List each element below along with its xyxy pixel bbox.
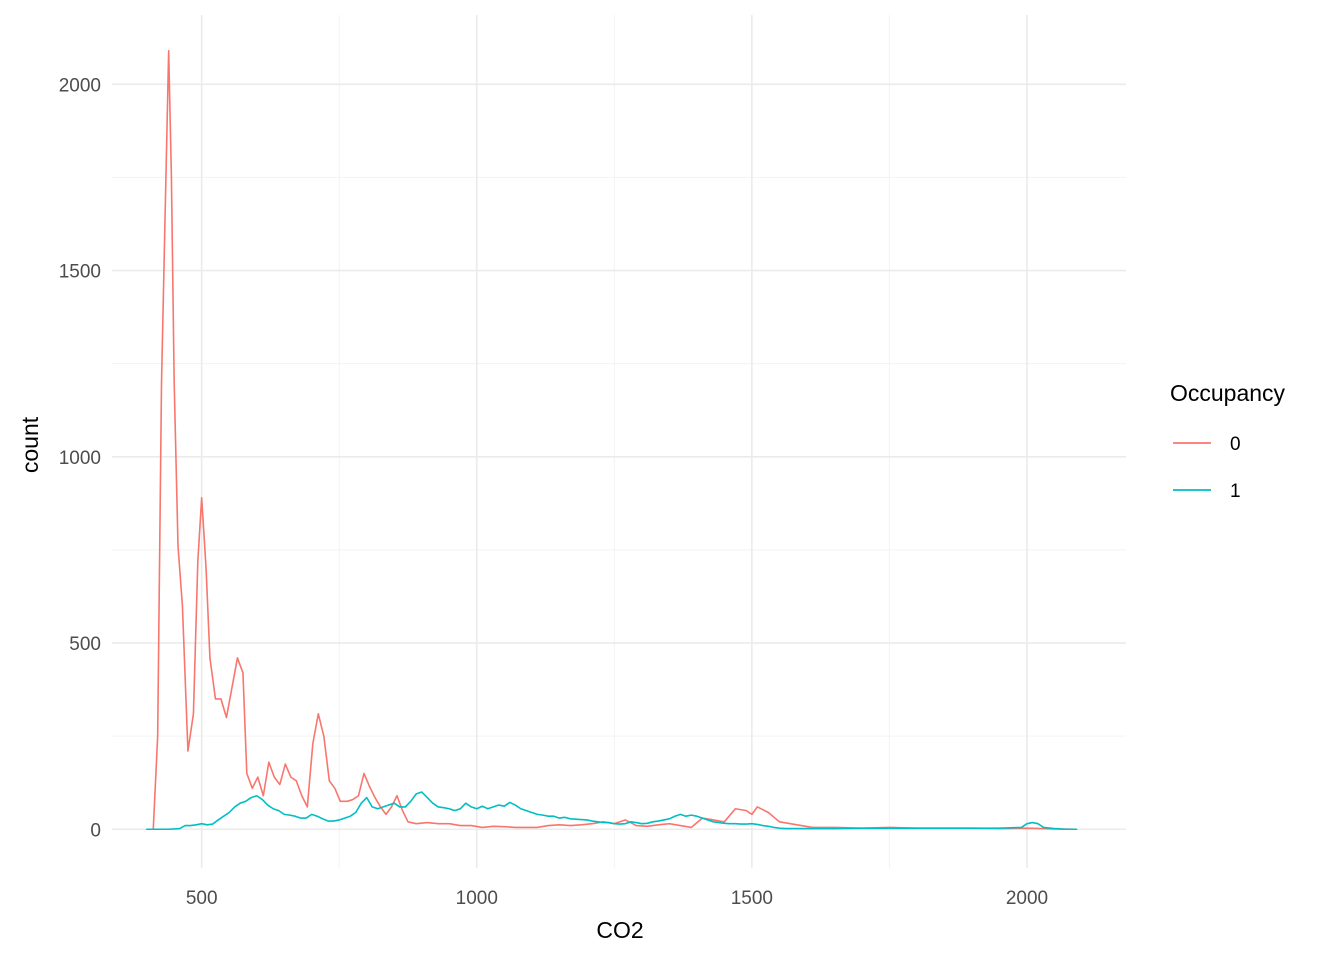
y-axis-title: count	[17, 416, 43, 473]
legend-label-0: 0	[1230, 434, 1241, 455]
series-line-0	[152, 49, 1078, 831]
legend-item-1: 1	[1173, 481, 1241, 502]
grid-layer	[112, 15, 1126, 868]
y-tick-label: 500	[69, 634, 101, 655]
x-tick-label: 500	[186, 888, 218, 909]
legend: Occupancy 01	[1170, 380, 1286, 502]
y-tick-label: 1500	[59, 262, 101, 283]
legend-title: Occupancy	[1170, 380, 1286, 406]
y-tick-label: 1000	[59, 448, 101, 469]
series-layer	[145, 49, 1078, 831]
legend-label-1: 1	[1230, 481, 1241, 502]
series-line-1	[145, 791, 1078, 831]
tick-layer: 500 1000 1500 2000 0 500 1000 1500 2000	[59, 75, 1048, 909]
x-tick-label: 1000	[456, 888, 498, 909]
x-axis-title: CO2	[596, 917, 643, 943]
legend-items: 01	[1173, 434, 1241, 502]
x-tick-label: 1500	[731, 888, 773, 909]
y-tick-label: 0	[90, 820, 101, 841]
legend-item-0: 0	[1173, 434, 1241, 455]
y-tick-label: 2000	[59, 75, 101, 96]
x-tick-label: 2000	[1006, 888, 1048, 909]
